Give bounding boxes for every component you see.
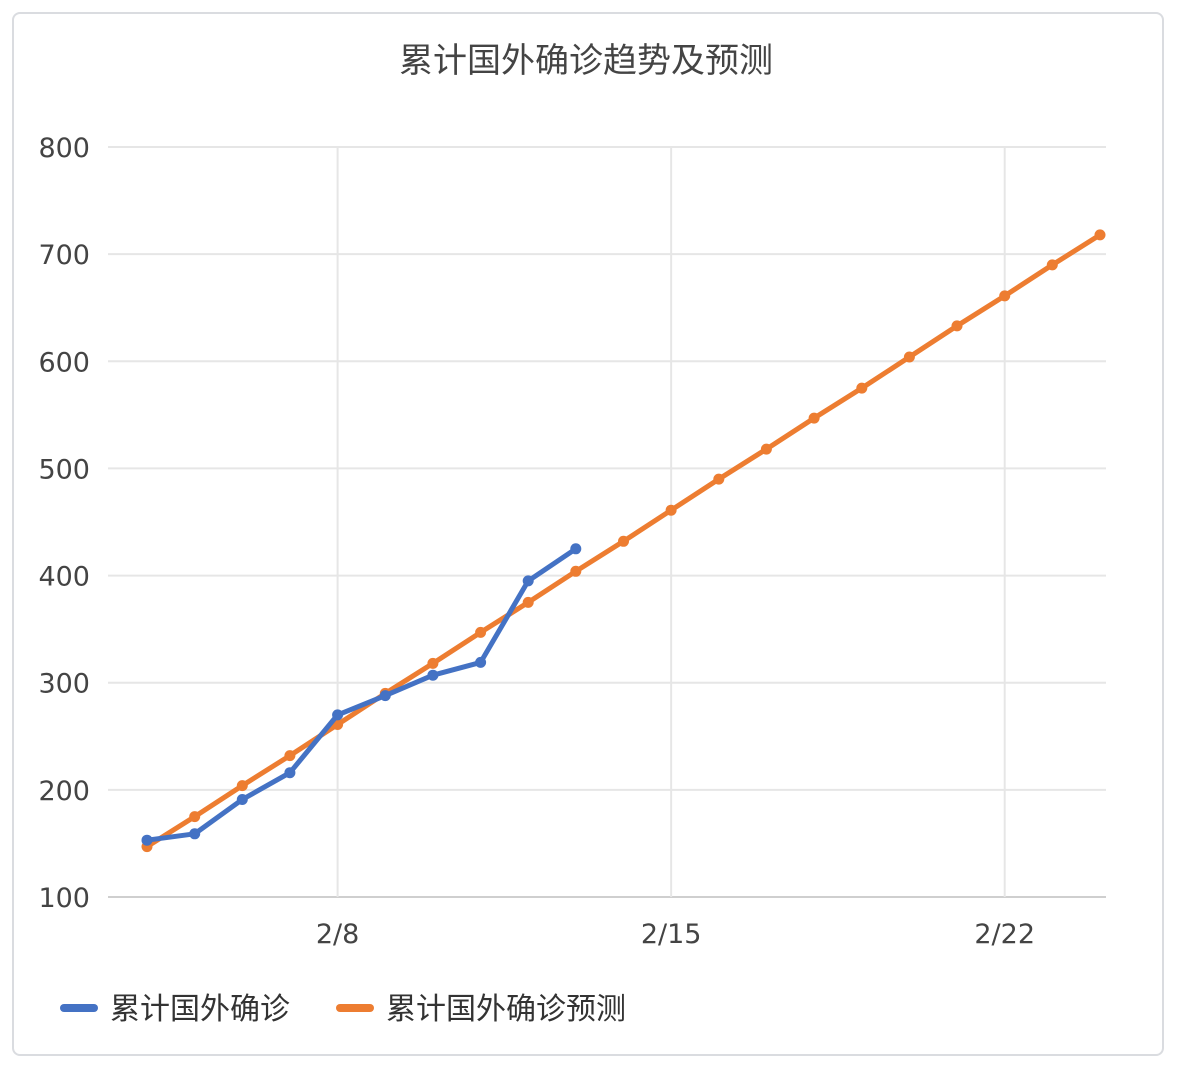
y-tick-label: 500 [38, 454, 90, 485]
chart-card [12, 12, 1164, 1056]
data-point[interactable] [475, 656, 487, 668]
y-tick-label: 300 [38, 669, 90, 700]
data-point[interactable] [189, 811, 201, 823]
grid [108, 146, 1106, 898]
data-point[interactable] [713, 473, 725, 485]
data-point[interactable] [856, 382, 868, 394]
data-point[interactable] [618, 535, 629, 547]
data-point[interactable] [332, 709, 344, 721]
chart-title: 累计国外确诊趋势及预测 [399, 41, 773, 81]
x-axis-ticks: 2/8 2/15 2/22 [316, 919, 1035, 950]
series-line-0 [144, 546, 579, 843]
y-tick-label: 700 [38, 240, 90, 271]
data-point[interactable] [427, 657, 439, 669]
data-point[interactable] [522, 596, 534, 608]
data-point[interactable] [236, 794, 248, 805]
data-point[interactable] [236, 780, 248, 792]
data-point[interactable] [665, 504, 677, 516]
y-tick-label: 400 [38, 562, 90, 593]
x-tick-label: 2/15 [641, 919, 702, 950]
data-point[interactable] [808, 412, 820, 424]
data-point[interactable] [903, 351, 915, 363]
legend: 累计国外确诊 累计国外确诊预测 [60, 992, 626, 1027]
data-point[interactable] [1046, 259, 1058, 271]
legend-label[interactable]: 累计国外确诊预测 [386, 992, 626, 1027]
x-tick-label: 2/8 [316, 919, 359, 950]
data-point[interactable] [189, 828, 201, 840]
data-point[interactable] [284, 767, 296, 779]
data-point[interactable] [522, 575, 534, 587]
y-axis-ticks: 100 200 300 400 500 600 700 800 [38, 133, 90, 914]
data-point[interactable] [1094, 229, 1106, 241]
data-point[interactable] [951, 320, 963, 332]
data-point[interactable] [379, 690, 391, 702]
data-point[interactable] [141, 834, 153, 846]
y-tick-label: 800 [38, 133, 90, 164]
data-point[interactable] [427, 669, 439, 681]
data-point[interactable] [760, 443, 772, 455]
y-tick-label: 600 [38, 347, 90, 378]
y-tick-label: 100 [38, 883, 90, 914]
series-layer [141, 229, 1106, 853]
y-tick-label: 200 [38, 776, 90, 807]
legend-label[interactable]: 累计国外确诊 [110, 992, 290, 1027]
data-point[interactable] [475, 626, 487, 638]
data-point[interactable] [284, 750, 296, 762]
data-point[interactable] [999, 290, 1011, 302]
data-point[interactable] [570, 565, 582, 577]
x-tick-label: 2/22 [974, 919, 1035, 950]
data-point[interactable] [570, 543, 582, 555]
